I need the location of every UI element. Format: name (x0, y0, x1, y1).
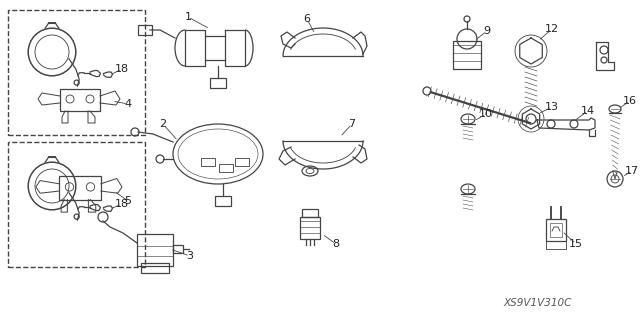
Bar (546, 241, 566, 249)
Text: 4: 4 (124, 99, 132, 109)
Text: 18: 18 (115, 64, 129, 74)
Bar (300, 217, 320, 239)
Text: 9: 9 (483, 26, 491, 36)
Bar (59, 176, 101, 199)
Text: XS9V1V310C: XS9V1V310C (504, 298, 572, 308)
Bar (8, 142, 145, 267)
Text: 16: 16 (623, 96, 637, 106)
Bar (453, 41, 481, 69)
Bar (8, 10, 145, 135)
Text: 5: 5 (125, 196, 131, 206)
Text: 15: 15 (569, 239, 583, 249)
Text: 7: 7 (348, 119, 356, 129)
Bar (137, 234, 173, 266)
Text: 14: 14 (581, 106, 595, 116)
Bar (138, 25, 152, 35)
Text: 18: 18 (115, 199, 129, 209)
Bar (173, 245, 183, 253)
Bar (210, 78, 226, 88)
Bar (215, 196, 231, 206)
Text: 13: 13 (545, 102, 559, 112)
Bar (60, 89, 100, 111)
Bar (546, 219, 566, 241)
Text: 8: 8 (332, 239, 340, 249)
Bar (235, 158, 249, 166)
Text: 2: 2 (159, 119, 166, 129)
Bar (201, 158, 215, 166)
Bar (141, 263, 169, 273)
Text: 1: 1 (184, 12, 191, 22)
Text: 6: 6 (303, 14, 310, 24)
Bar (550, 223, 562, 237)
Text: 12: 12 (545, 24, 559, 34)
Bar (219, 164, 233, 172)
Text: 3: 3 (186, 251, 193, 261)
Text: 10: 10 (479, 109, 493, 119)
Text: 17: 17 (625, 166, 639, 176)
Bar (302, 209, 318, 217)
